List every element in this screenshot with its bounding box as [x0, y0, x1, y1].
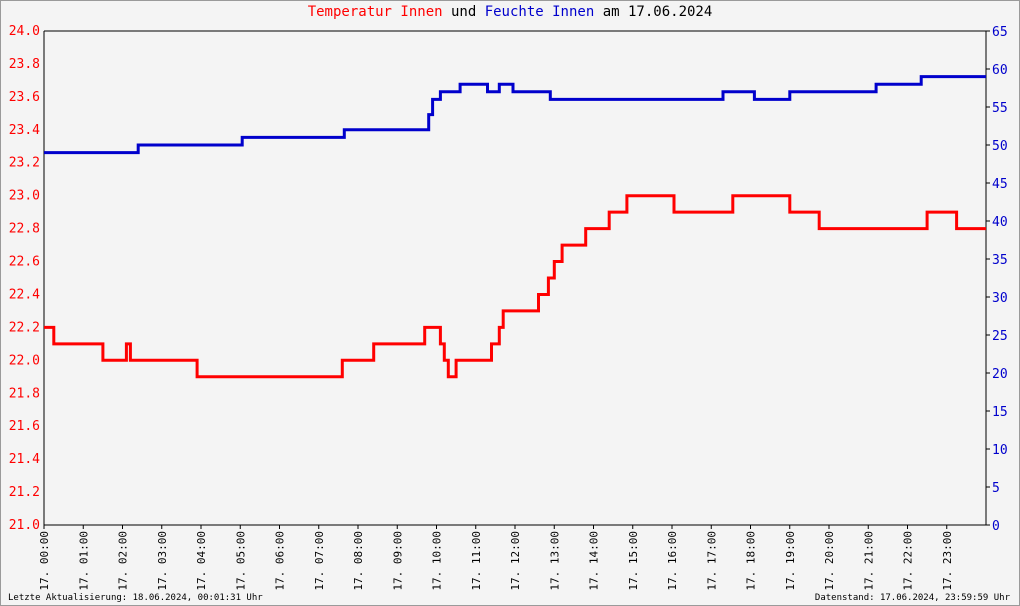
x-tick-label: 17. 22:00 — [902, 531, 915, 591]
right-tick-label: 30 — [992, 291, 1008, 306]
chart-title: Temperatur Innen und Feuchte Innen am 17… — [0, 4, 1020, 20]
footer-data-status: Datenstand: 17.06.2024, 23:59:59 Uhr — [814, 593, 1010, 603]
x-tick-label: 17. 03:00 — [156, 531, 169, 591]
right-tick-label: 60 — [992, 63, 1008, 78]
x-tick-label: 17. 23:00 — [941, 531, 954, 591]
x-tick-label: 17. 17:00 — [705, 531, 718, 591]
x-tick-label: 17. 15:00 — [627, 531, 640, 591]
right-axis-ticks: 0 5 10 15 20 25 30 35 40 45 50 55 60 65 — [986, 25, 1008, 534]
axes — [43, 30, 987, 526]
right-tick-label: 65 — [992, 25, 1008, 40]
x-tick-label: 17. 19:00 — [784, 531, 797, 591]
right-tick-label: 20 — [992, 367, 1008, 382]
title-date: am 17.06.2024 — [594, 4, 713, 20]
x-tick-label: 17. 08:00 — [352, 531, 365, 591]
title-connector: und — [442, 4, 485, 20]
x-tick-label: 17. 13:00 — [548, 531, 561, 591]
x-tick-label: 17. 16:00 — [666, 531, 679, 591]
series-group — [44, 75, 986, 379]
x-tick-label: 17. 04:00 — [195, 531, 208, 591]
right-tick-label: 45 — [992, 177, 1008, 192]
left-tick-label: 21.6 — [9, 419, 40, 434]
right-tick-label: 55 — [992, 101, 1008, 116]
x-tick-label: 17. 09:00 — [391, 531, 404, 591]
x-tick-label: 17. 05:00 — [234, 531, 247, 591]
title-humidity: Feuchte Innen — [484, 4, 595, 20]
x-tick-label: 17. 12:00 — [509, 531, 522, 591]
left-tick-label: 24.0 — [9, 24, 40, 39]
footer-last-update: Letzte Aktualisierung: 18.06.2024, 00:01… — [8, 593, 263, 603]
title-temperature: Temperatur Innen — [307, 4, 443, 20]
left-axis-ticks: 21.0 21.2 21.4 21.6 21.8 22.0 22.2 22.4 22.6 22.8… — [9, 24, 40, 533]
right-tick-label: 10 — [992, 443, 1008, 458]
left-tick-label: 22.6 — [9, 255, 40, 270]
x-tick-label: 17. 10:00 — [431, 531, 444, 591]
x-axis-ticks: 17. 00:00 17. 01:00 17. 02:00 17. 03:00 17. … — [38, 525, 954, 591]
right-tick-label: 35 — [992, 253, 1008, 268]
left-tick-label: 22.8 — [9, 222, 40, 237]
x-tick-label: 17. 02:00 — [117, 531, 130, 591]
right-tick-label: 15 — [992, 405, 1008, 420]
temperature-series-line — [44, 194, 986, 379]
x-tick-label: 17. 21:00 — [862, 531, 875, 591]
left-tick-label: 23.0 — [9, 189, 40, 204]
x-tick-label: 17. 20:00 — [823, 531, 836, 591]
x-tick-label: 17. 01:00 — [77, 531, 90, 591]
right-tick-label: 0 — [992, 519, 1000, 534]
left-tick-label: 21.4 — [9, 452, 40, 467]
x-tick-label: 17. 14:00 — [588, 531, 601, 591]
right-tick-label: 50 — [992, 139, 1008, 154]
right-tick-label: 25 — [992, 329, 1008, 344]
left-tick-label: 21.0 — [9, 518, 40, 533]
right-tick-label: 5 — [992, 481, 1000, 496]
left-tick-label: 22.2 — [9, 320, 40, 335]
x-tick-label: 17. 00:00 — [38, 531, 51, 591]
left-tick-label: 21.8 — [9, 386, 40, 401]
left-tick-label: 23.6 — [9, 90, 40, 105]
left-tick-label: 23.4 — [9, 123, 40, 138]
left-tick-label: 23.2 — [9, 156, 40, 171]
left-tick-label: 23.8 — [9, 57, 40, 72]
humidity-series-line — [44, 75, 986, 155]
x-tick-label: 17. 11:00 — [470, 531, 483, 591]
left-tick-label: 22.0 — [9, 353, 40, 368]
plot-area — [44, 31, 986, 525]
x-tick-label: 17. 18:00 — [745, 531, 758, 591]
x-tick-label: 17. 06:00 — [274, 531, 287, 591]
left-tick-label: 21.2 — [9, 485, 40, 500]
right-tick-label: 40 — [992, 215, 1008, 230]
left-tick-label: 22.4 — [9, 287, 40, 302]
x-tick-label: 17. 07:00 — [313, 531, 326, 591]
